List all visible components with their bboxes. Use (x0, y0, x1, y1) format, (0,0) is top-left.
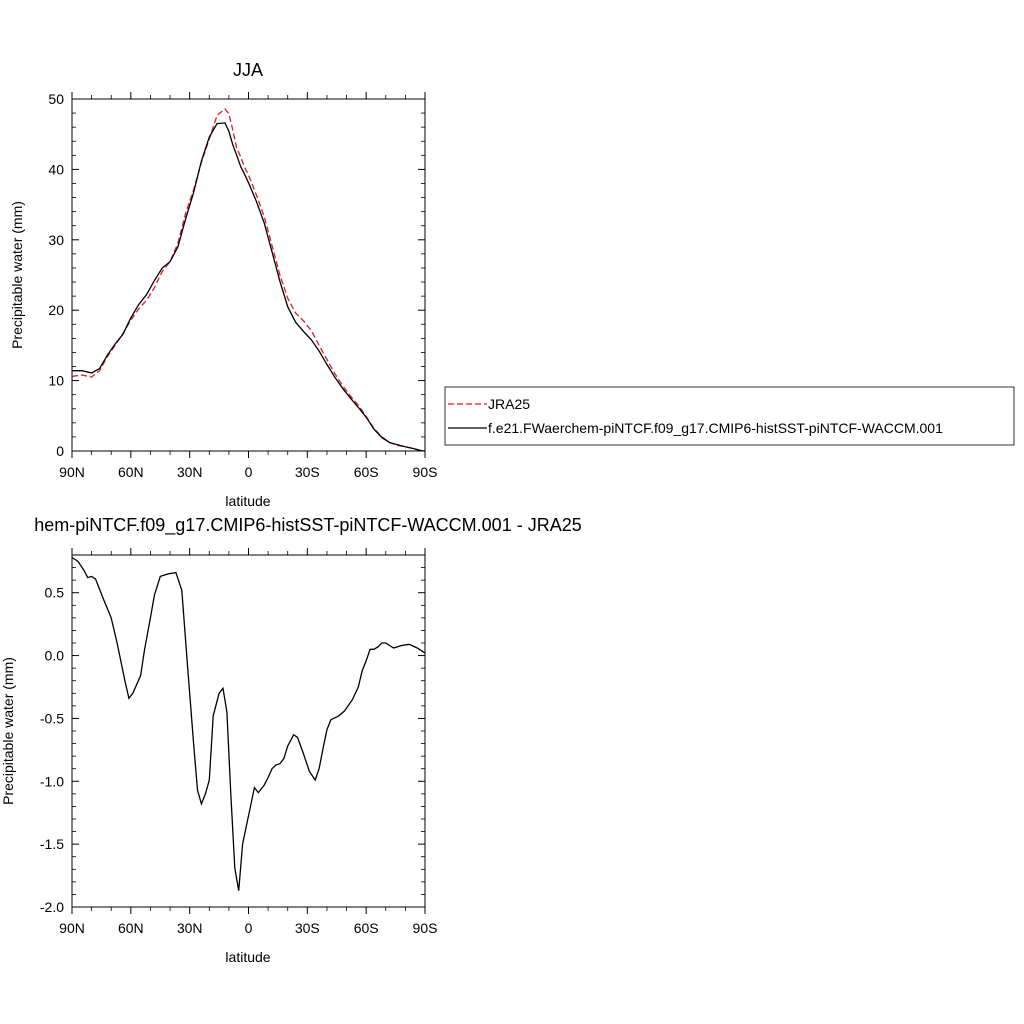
x-tick-label: 0 (245, 920, 253, 936)
top-panel-x-tick-labels: 90N 60N 30N 0 30S 60S 90S (59, 464, 437, 480)
y-tick-label: -1.0 (40, 773, 64, 789)
top-panel-x-axis-label: latitude (225, 493, 270, 509)
top-panel-plot-frame (71, 98, 426, 452)
y-tick-label: 10 (48, 373, 64, 389)
y-tick-label: 0 (56, 443, 64, 459)
x-tick-label: 30S (295, 464, 320, 480)
bottom-panel-x-axis-label: latitude (225, 949, 270, 965)
bottom-panel: hem-piNTCF.f09_g17.CMIP6-histSST-piNTCF-… (0, 515, 582, 965)
top-panel: JJA 0 10 20 30 40 50 90N 60N 30N 0 30S 60S 90S lati… (9, 60, 437, 509)
x-tick-label: 30N (177, 464, 203, 480)
x-tick-label: 60N (118, 920, 144, 936)
x-tick-label: 90N (59, 464, 85, 480)
bottom-panel-x-tick-labels: 90N 60N 30N 0 30S 60S 90S (59, 920, 437, 936)
top-panel-title: JJA (233, 60, 263, 80)
y-tick-label: -2.0 (40, 899, 64, 915)
y-tick-label: 0.0 (45, 648, 65, 664)
bottom-panel-ticks (71, 548, 426, 914)
bottom-panel-plot-frame (71, 554, 426, 908)
x-tick-label: 90S (413, 920, 438, 936)
legend-box (444, 386, 1015, 446)
x-tick-label: 90S (413, 464, 438, 480)
y-tick-label: -1.5 (40, 836, 64, 852)
series-line-model (72, 122, 426, 452)
legend-label-jra25: JRA25 (488, 396, 530, 412)
x-tick-label: 90N (59, 920, 85, 936)
series-line-model (71, 556, 426, 891)
bottom-panel-series (71, 556, 426, 891)
top-panel-series (71, 107, 426, 452)
x-tick-label: 60S (354, 920, 379, 936)
x-tick-label: 60N (118, 464, 144, 480)
top-panel-y-tick-labels: 0 10 20 30 40 50 (48, 91, 64, 459)
bottom-panel-y-axis-label: Precipitable water (mm) (0, 657, 16, 805)
y-tick-label: 30 (48, 232, 64, 248)
top-panel-y-axis-label: Precipitable water (mm) (9, 201, 25, 349)
x-tick-label: 60S (354, 464, 379, 480)
bottom-panel-y-tick-labels: -2.0 -1.5 -1.0 -0.5 0.0 0.5 (40, 585, 64, 915)
legend-label-model: f.e21.FWaerchem-piNTCF.f09_g17.CMIP6-his… (488, 420, 943, 436)
x-tick-label: 30N (177, 920, 203, 936)
x-tick-label: 30S (295, 920, 320, 936)
x-tick-label: 0 (245, 464, 253, 480)
y-tick-label: 0.5 (45, 585, 65, 601)
bottom-panel-title: hem-piNTCF.f09_g17.CMIP6-histSST-piNTCF-… (34, 515, 581, 536)
y-tick-label: 40 (48, 161, 64, 177)
series-line-jra25 (71, 107, 426, 452)
y-tick-label: 50 (48, 91, 64, 107)
legend: JRA25 f.e21.FWaerchem-piNTCF.f09_g17.CMI… (444, 386, 1015, 446)
y-tick-label: 20 (48, 302, 64, 318)
top-panel-ticks (71, 92, 426, 458)
y-tick-label: -0.5 (40, 710, 64, 726)
